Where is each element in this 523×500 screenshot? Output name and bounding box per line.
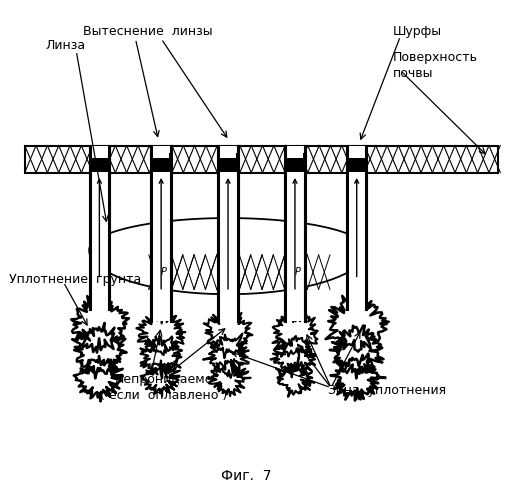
Polygon shape <box>140 336 182 378</box>
Bar <box>347 146 367 309</box>
Bar <box>218 153 238 170</box>
Polygon shape <box>276 356 314 397</box>
Bar <box>89 158 109 172</box>
Bar <box>287 146 303 322</box>
Text: Непроницаемо
( если  оплавлено ): Непроницаемо ( если оплавлено ) <box>100 373 228 402</box>
Polygon shape <box>331 354 385 401</box>
Polygon shape <box>89 218 367 294</box>
Polygon shape <box>270 336 316 378</box>
Bar <box>149 255 308 290</box>
Polygon shape <box>71 296 129 352</box>
Bar <box>151 153 171 170</box>
Text: Вытеснение  линзы: Вытеснение линзы <box>84 24 213 38</box>
Polygon shape <box>330 326 383 378</box>
Text: Шурфы: Шурфы <box>393 24 442 38</box>
Bar <box>218 158 238 172</box>
Bar <box>218 146 238 322</box>
Bar <box>347 158 367 172</box>
Bar <box>348 146 365 309</box>
Bar <box>220 146 236 322</box>
Polygon shape <box>204 308 253 358</box>
Bar <box>285 153 305 170</box>
Bar <box>89 153 109 170</box>
Bar <box>153 146 169 322</box>
Bar <box>25 146 498 172</box>
Text: Фиг.  7: Фиг. 7 <box>221 469 271 483</box>
Bar <box>151 158 171 172</box>
Polygon shape <box>137 310 185 355</box>
Polygon shape <box>72 323 127 378</box>
Polygon shape <box>272 313 318 356</box>
Bar <box>151 146 171 322</box>
Text: Линза: Линза <box>46 40 85 52</box>
Text: Поверхность
почвы: Поверхность почвы <box>393 51 477 80</box>
Bar <box>347 153 367 170</box>
Bar <box>89 146 109 309</box>
Polygon shape <box>74 356 123 402</box>
Polygon shape <box>141 360 180 396</box>
Text: P: P <box>294 267 301 277</box>
Polygon shape <box>203 334 249 378</box>
Text: P: P <box>161 267 167 277</box>
Bar <box>285 146 305 322</box>
Polygon shape <box>325 296 389 352</box>
Polygon shape <box>208 359 251 396</box>
Bar <box>285 158 305 172</box>
Bar <box>25 146 498 172</box>
Bar <box>91 146 108 309</box>
Text: Уплотнение  грунта: Уплотнение грунта <box>9 273 142 286</box>
Text: Зона  уплотнения: Зона уплотнения <box>328 384 447 396</box>
